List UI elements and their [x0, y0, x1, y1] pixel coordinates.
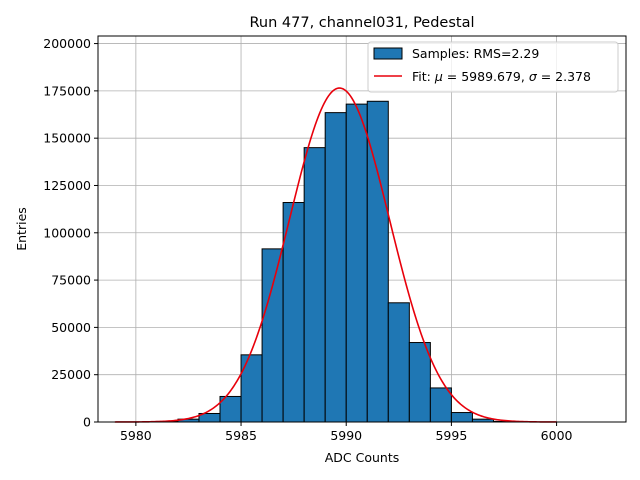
x-tick-label: 5995: [435, 428, 467, 443]
histogram-bar: [261, 248, 284, 423]
fit-sigma-symbol: σ: [529, 69, 538, 84]
y-tick-label: 125000: [43, 178, 91, 193]
plot-frame: [97, 35, 627, 423]
x-axis-ticks: 5980 5985 5990 5995 6000: [120, 422, 573, 443]
x-tick-label: 5980: [120, 428, 152, 443]
x-tick-label: 5985: [225, 428, 257, 443]
fit-label-prefix: Fit:: [412, 69, 435, 84]
fit-mu-symbol: μ: [434, 69, 443, 84]
histogram-bar: [408, 342, 431, 423]
chart-title: Run 477, channel031, Pedestal: [249, 15, 474, 31]
legend: Samples: RMS=2.29 Fit: μ = 5989.679, σ =…: [367, 41, 619, 93]
histogram-bar: [366, 100, 389, 423]
y-tick-label: 200000: [43, 36, 91, 51]
y-tick-label: 75000: [51, 273, 91, 288]
x-tick-label: 5990: [330, 428, 362, 443]
fit-sigma-value: = 2.378: [537, 69, 591, 84]
fit-mu-value: = 5989.679,: [443, 69, 529, 84]
y-tick-label: 150000: [43, 131, 91, 146]
y-tick-label: 0: [83, 415, 91, 430]
histogram-bar: [240, 354, 263, 423]
legend-label-histogram: Samples: RMS=2.29: [412, 46, 539, 61]
x-axis-label: ADC Counts: [325, 450, 400, 465]
x-tick-label: 6000: [541, 428, 573, 443]
y-tick-label: 50000: [51, 320, 91, 335]
legend-swatch-histogram: [373, 47, 403, 60]
histogram-bar: [303, 147, 326, 423]
y-tick-label: 100000: [43, 225, 91, 240]
histogram-bar: [450, 412, 473, 423]
histogram-bar: [429, 387, 452, 423]
y-axis-label: Entries: [14, 207, 29, 251]
y-axis-ticks: 0 25000 50000 75000 100000 125000 150000 175000…: [43, 36, 98, 430]
legend-frame: [367, 41, 619, 93]
histogram-bars: [156, 100, 516, 423]
histogram-bar: [387, 302, 410, 423]
histogram-bar: [324, 112, 347, 423]
y-tick-label: 175000: [43, 83, 91, 98]
legend-label-fit: Fit: μ = 5989.679, σ = 2.378: [412, 69, 591, 84]
fit-curve: [114, 87, 557, 423]
histogram-bar: [345, 103, 368, 423]
y-tick-label: 25000: [51, 367, 91, 382]
